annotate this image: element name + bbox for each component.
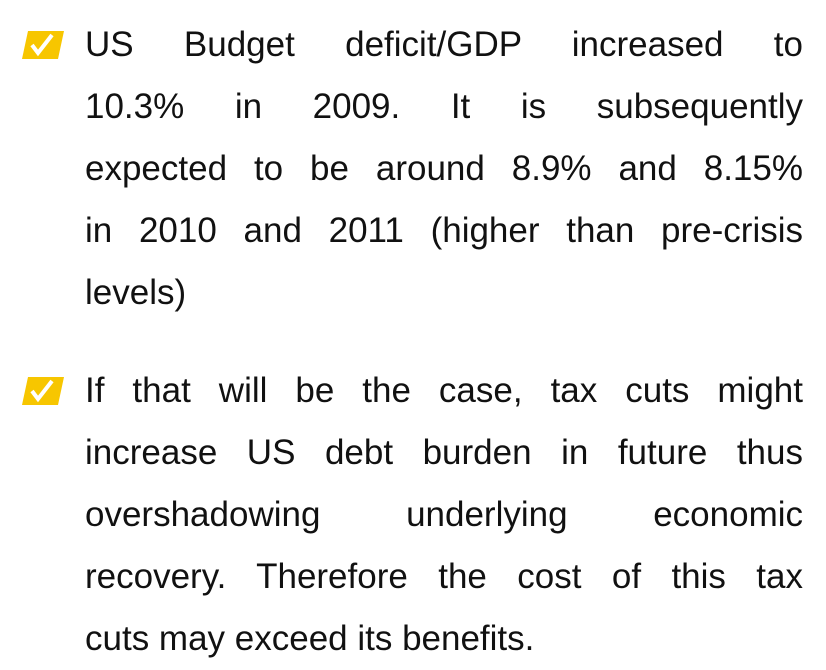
text-line: 10.3% in 2009. It is subsequently: [85, 87, 803, 126]
bullet-check: [30, 33, 54, 57]
text-line: recovery. Therefore the cost of this tax: [85, 557, 803, 596]
bullet-check: [30, 379, 54, 403]
text-line: in 2010 and 2011 (higher than pre-crisis: [85, 211, 803, 250]
text-line: overshadowing underlying economic: [85, 495, 803, 534]
slide: {"bullets": [ {"lines": ["US Budget defi…: [22, 14, 803, 658]
text-line: If that will be the case, tax cuts might: [85, 371, 803, 410]
bullet-paragraph: If that will be the case, tax cuts might…: [85, 360, 803, 670]
text-line: cuts may exceed its benefits.: [85, 619, 535, 658]
bullet-paragraph: US Budget deficit/GDP increased to 10.3% …: [85, 14, 803, 324]
text-line: US Budget deficit/GDP increased to: [85, 25, 803, 64]
text-line: levels): [85, 273, 187, 312]
bullet-icon: [22, 31, 64, 59]
text-line: expected to be around 8.9% and 8.15%: [85, 149, 803, 188]
text-line: increase US debt burden in future thus: [85, 433, 803, 472]
bullet-icon: [22, 377, 64, 405]
